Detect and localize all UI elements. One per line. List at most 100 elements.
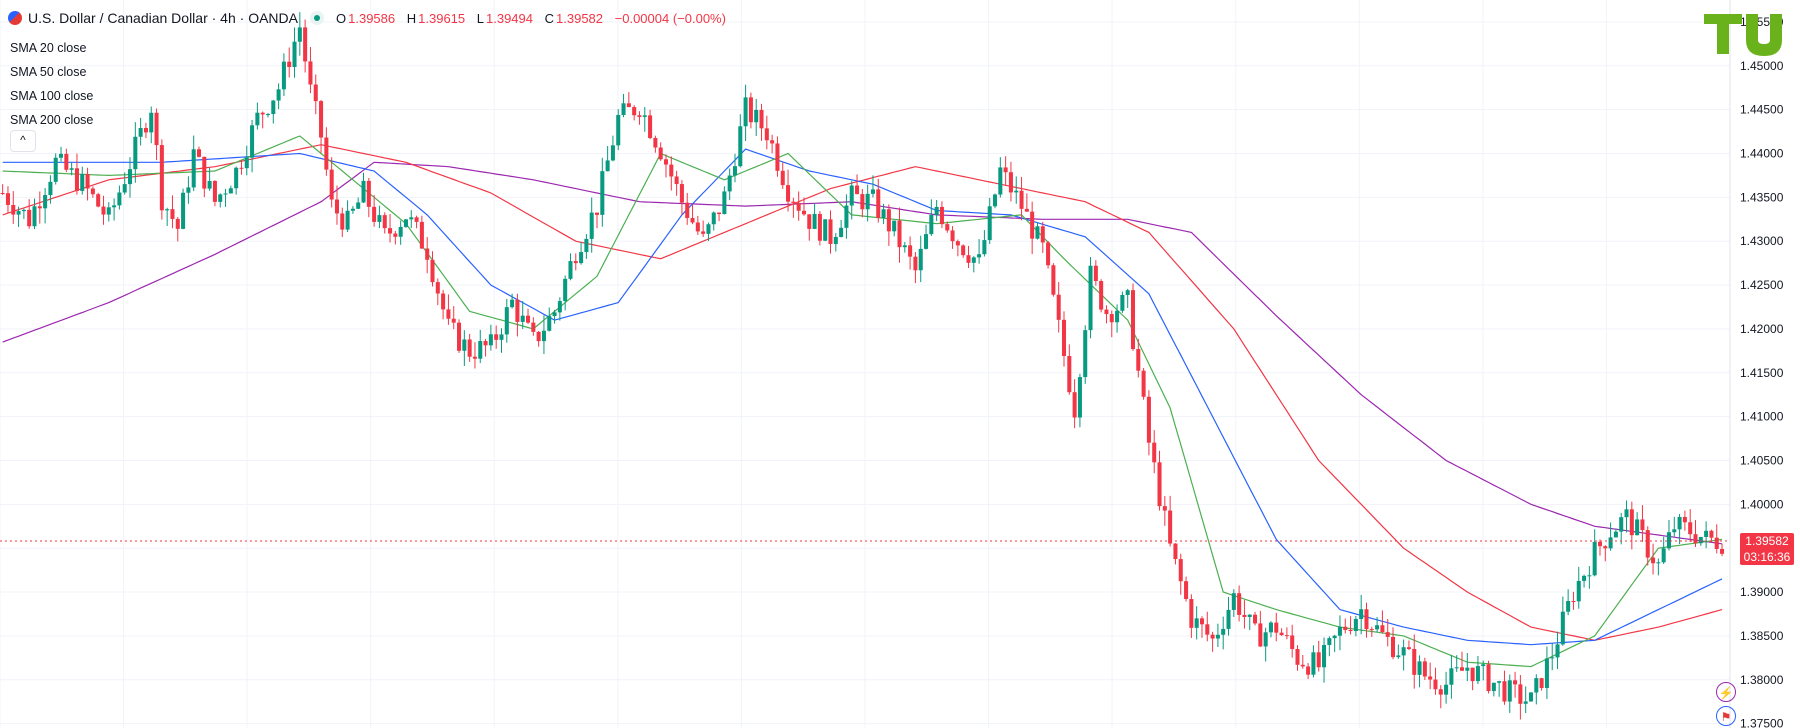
- candle-body: [934, 206, 939, 216]
- candle-body: [1523, 701, 1528, 704]
- candle-body: [1406, 647, 1411, 649]
- candle-body: [1661, 548, 1666, 563]
- candle-body: [706, 224, 711, 234]
- candle-body: [1157, 462, 1162, 507]
- candle-body: [1279, 632, 1284, 636]
- candle-body: [563, 278, 568, 302]
- candle-body: [1247, 614, 1252, 617]
- candle-body: [1242, 614, 1247, 617]
- candle-body: [430, 259, 435, 283]
- candle-body: [1359, 609, 1364, 620]
- candle-body: [1024, 208, 1029, 212]
- candle-body: [1502, 681, 1507, 702]
- candle-body: [446, 309, 451, 319]
- candle-body: [419, 221, 424, 249]
- candle-body: [1438, 689, 1443, 695]
- candle-body: [1433, 679, 1438, 690]
- candle-body: [334, 199, 339, 214]
- candle-body: [870, 189, 875, 194]
- candle-body: [982, 240, 987, 255]
- candle-body: [1300, 664, 1305, 667]
- candle-body: [1274, 622, 1279, 633]
- candle-body: [382, 215, 387, 229]
- flag-icon[interactable]: ⚑: [1716, 706, 1736, 726]
- ohlc-readout: O 1.39586 H 1.39615 L 1.39494 C 1.39582 −0.0…: [336, 11, 734, 26]
- candle-body: [1428, 676, 1433, 680]
- candle-body: [244, 157, 249, 169]
- candle-body: [1199, 618, 1204, 625]
- candle-body: [350, 208, 355, 211]
- legend-sma20[interactable]: SMA 20 close: [10, 41, 87, 55]
- candle-body: [1613, 531, 1618, 538]
- candle-body: [1136, 349, 1141, 371]
- candle-body: [366, 180, 371, 207]
- candle-body: [1560, 611, 1565, 645]
- candle-body: [526, 315, 531, 323]
- candle-body: [833, 236, 838, 245]
- candle-body: [1115, 310, 1120, 323]
- symbol-title[interactable]: U.S. Dollar / Canadian Dollar · 4h · OAN…: [28, 10, 298, 26]
- candle-body: [1465, 667, 1470, 671]
- collapse-legend-button[interactable]: ^: [10, 130, 36, 152]
- candle-body: [1571, 601, 1576, 603]
- candle-body: [1237, 593, 1242, 615]
- candle-body: [234, 167, 239, 189]
- candle-body: [451, 318, 456, 323]
- candle-body: [1576, 580, 1581, 602]
- market-status-dot-icon[interactable]: [310, 11, 324, 25]
- candle-body: [329, 169, 334, 200]
- candle-body: [96, 194, 101, 207]
- candle-body: [1290, 635, 1295, 650]
- legend-sma100[interactable]: SMA 100 close: [10, 89, 94, 103]
- price-tick-label: 1.38000: [1740, 673, 1784, 687]
- candle-body: [462, 339, 467, 351]
- candle-body: [80, 174, 85, 191]
- candle-body: [1104, 309, 1109, 315]
- candle-body: [950, 230, 955, 242]
- candle-body: [589, 212, 594, 239]
- candle-body: [319, 101, 324, 138]
- candle-body: [425, 248, 430, 260]
- candle-body: [1168, 510, 1173, 544]
- candle-body: [674, 176, 679, 185]
- candle-body: [1348, 629, 1353, 632]
- candle-body: [855, 185, 860, 195]
- candle-body: [69, 168, 74, 170]
- candle-body: [1295, 649, 1300, 665]
- candle-body: [520, 315, 525, 322]
- candle-body: [1231, 593, 1236, 610]
- candle-body: [945, 224, 950, 231]
- lightning-icon[interactable]: ⚡: [1716, 682, 1736, 702]
- price-tick-label: 1.44500: [1740, 103, 1784, 117]
- candle-body: [483, 341, 488, 346]
- last-price-value: 1.39582: [1745, 534, 1789, 548]
- candle-body: [977, 254, 982, 258]
- candle-body: [186, 187, 191, 193]
- candle-body: [356, 202, 361, 209]
- candle-body: [1205, 624, 1210, 635]
- candle-body: [1130, 290, 1136, 350]
- legend-sma50[interactable]: SMA 50 close: [10, 65, 87, 79]
- candle-body: [1072, 392, 1077, 418]
- candle-body: [1316, 652, 1321, 668]
- legend-sma200[interactable]: SMA 200 close: [10, 113, 94, 127]
- candle-body: [1582, 575, 1587, 581]
- candle-body: [1253, 614, 1258, 624]
- candle-body: [748, 97, 753, 123]
- price-tick-label: 1.41000: [1740, 410, 1784, 424]
- candle-body: [584, 238, 589, 253]
- candle-body: [16, 211, 21, 215]
- sma-100-line: [2, 144, 1723, 641]
- candle-body: [998, 167, 1003, 195]
- candle-body: [849, 185, 854, 206]
- candle-body: [1698, 536, 1703, 544]
- tu-logo: [1704, 14, 1782, 56]
- candle-body: [1067, 355, 1072, 393]
- candle-body: [1518, 684, 1523, 704]
- candle-body: [181, 192, 186, 229]
- candle-body: [1608, 537, 1613, 549]
- candle-body: [308, 61, 313, 85]
- candle-body: [1507, 680, 1512, 702]
- candle-body: [1544, 658, 1549, 688]
